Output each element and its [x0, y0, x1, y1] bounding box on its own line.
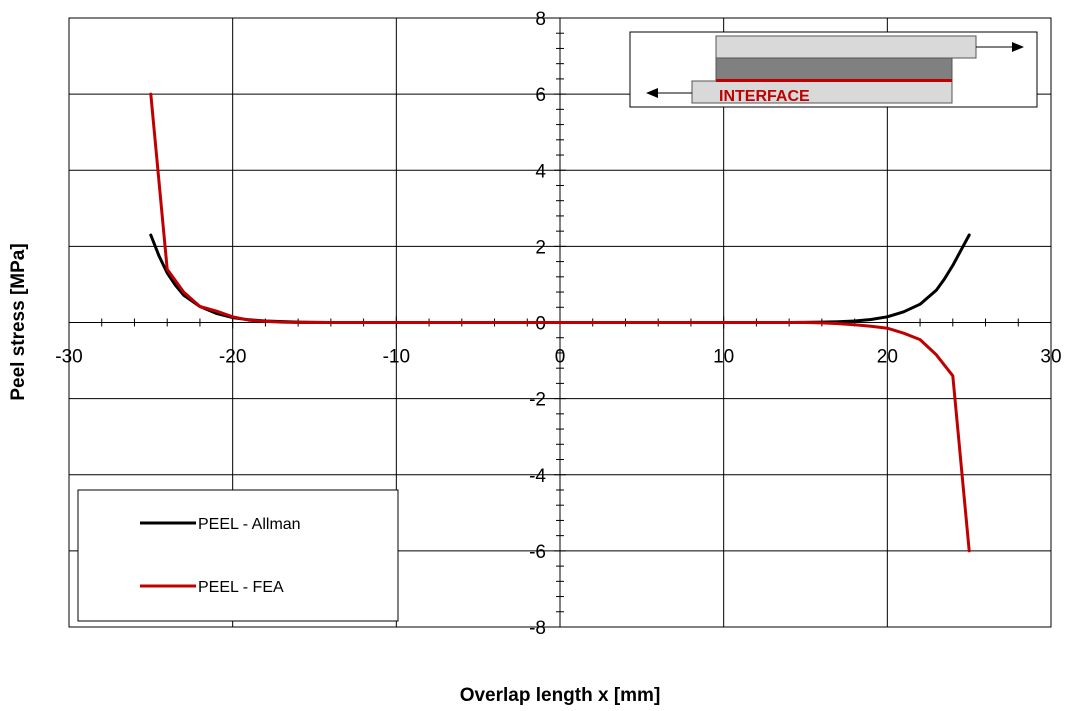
- legend-label-fea: PEEL - FEA: [198, 579, 284, 596]
- y-tick-label: -4: [529, 466, 546, 487]
- y-tick-label: 2: [535, 237, 546, 258]
- x-tick-label: 0: [555, 347, 566, 368]
- legend: PEEL - Allman PEEL - FEA: [77, 489, 399, 622]
- y-tick-label: 6: [535, 85, 546, 106]
- y-tick-label: 4: [535, 161, 546, 182]
- series-layer: [149, 92, 971, 553]
- adhesive-layer: [715, 57, 953, 81]
- y-tick-label: -6: [529, 542, 546, 563]
- x-tick-label: -20: [219, 347, 246, 368]
- y-axis-title: Peel stress [MPa]: [8, 243, 29, 400]
- plot-area-border: [68, 17, 1052, 628]
- upper-adherend: [715, 35, 977, 59]
- series-line-fea: [149, 92, 971, 553]
- y-tick-label: -2: [529, 390, 546, 411]
- x-tick-label: -10: [383, 347, 410, 368]
- x-tick-label: 10: [713, 347, 734, 368]
- y-tick-label: -8: [529, 618, 546, 639]
- left-arrow-icon: [646, 88, 658, 98]
- x-axis-title: Overlap length x [mm]: [460, 685, 661, 706]
- inset-schematic: INTERFACE: [629, 31, 1038, 108]
- x-tick-label: 20: [877, 347, 898, 368]
- legend-box: [77, 489, 399, 622]
- interface-label: INTERFACE: [719, 88, 810, 105]
- right-arrow-icon: [1012, 42, 1024, 52]
- legend-label-allman: PEEL - Allman: [198, 516, 301, 533]
- y-tick-label: 8: [535, 9, 546, 30]
